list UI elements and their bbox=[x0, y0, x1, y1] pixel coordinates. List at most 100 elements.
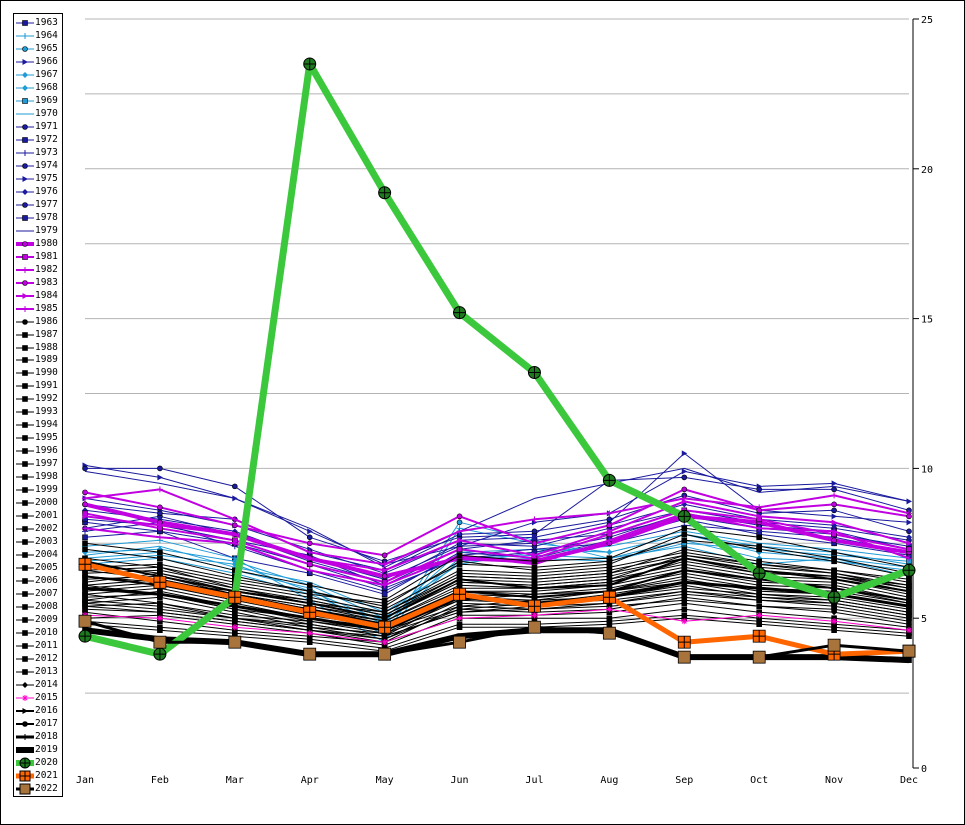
legend-item-1999: 1999 bbox=[14, 484, 62, 496]
data-point bbox=[382, 615, 388, 622]
series-1975 bbox=[82, 450, 912, 577]
data-point bbox=[756, 561, 762, 568]
x-tick-label: Jan bbox=[76, 775, 94, 786]
data-point bbox=[902, 644, 916, 658]
legend-swatch bbox=[16, 552, 34, 558]
legend-label: 2018 bbox=[35, 730, 58, 742]
legend-marker bbox=[22, 124, 28, 130]
legend-swatch bbox=[16, 721, 34, 727]
legend-item-1985: 1985 bbox=[14, 303, 62, 315]
data-point bbox=[906, 513, 912, 520]
series-line bbox=[84, 503, 910, 580]
legend-swatch bbox=[16, 435, 34, 442]
data-point bbox=[606, 582, 613, 589]
data-point bbox=[307, 528, 313, 535]
legend-swatch bbox=[16, 357, 34, 364]
legend-marker bbox=[22, 669, 28, 675]
series-line bbox=[84, 494, 910, 571]
data-point bbox=[157, 510, 163, 517]
legend-marker bbox=[22, 617, 28, 623]
data-point-cross bbox=[753, 630, 766, 643]
legend-label: 1981 bbox=[35, 250, 58, 262]
data-point bbox=[157, 465, 163, 472]
legend-marker bbox=[22, 396, 28, 403]
legend-label: 2022 bbox=[35, 782, 58, 794]
legend-item-2015: 2015 bbox=[14, 692, 62, 704]
legend-item-2013: 2013 bbox=[14, 666, 62, 678]
data-point bbox=[82, 525, 88, 532]
data-point bbox=[306, 561, 313, 568]
legend-swatch bbox=[16, 539, 34, 545]
legend-label: 2007 bbox=[35, 588, 58, 600]
legend-swatch bbox=[16, 643, 34, 649]
legend-marker bbox=[22, 409, 28, 416]
legend-marker bbox=[22, 707, 28, 714]
legend-label: 1997 bbox=[35, 458, 58, 470]
legend-item-1997: 1997 bbox=[14, 458, 62, 470]
data-point bbox=[457, 576, 463, 583]
series-line bbox=[84, 512, 910, 587]
legend-marker bbox=[22, 656, 28, 662]
data-point bbox=[831, 585, 837, 592]
data-point bbox=[378, 647, 392, 661]
x-tick-label: May bbox=[376, 775, 394, 786]
legend-swatch bbox=[16, 175, 34, 182]
legend-marker bbox=[22, 20, 28, 26]
legend-swatch bbox=[16, 32, 34, 39]
legend-marker bbox=[22, 240, 28, 247]
data-point bbox=[82, 501, 88, 508]
data-point bbox=[381, 609, 388, 616]
x-tick-label: Mar bbox=[226, 775, 244, 786]
legend-item-1972: 1972 bbox=[14, 134, 62, 146]
legend-marker bbox=[22, 305, 28, 312]
data-point bbox=[456, 624, 463, 630]
data-point bbox=[831, 537, 837, 544]
legend-marker bbox=[22, 46, 28, 52]
legend-label: 1996 bbox=[35, 445, 58, 457]
series-line bbox=[84, 569, 910, 628]
data-point bbox=[831, 492, 838, 499]
data-point bbox=[157, 474, 163, 481]
data-point bbox=[681, 525, 688, 532]
data-point-cross bbox=[153, 648, 166, 661]
series-1984 bbox=[82, 498, 912, 574]
data-point bbox=[531, 564, 538, 571]
legend-swatch bbox=[16, 422, 34, 429]
data-point bbox=[82, 534, 88, 541]
data-point bbox=[681, 474, 688, 481]
legend-label: 1991 bbox=[35, 380, 58, 392]
data-point bbox=[531, 540, 538, 547]
data-point bbox=[681, 555, 688, 562]
series-line bbox=[84, 608, 910, 643]
data-point bbox=[756, 534, 762, 541]
legend-label: 2011 bbox=[35, 640, 58, 652]
data-point bbox=[82, 513, 88, 520]
legend-label: 2005 bbox=[35, 562, 58, 574]
data-point bbox=[831, 501, 837, 508]
data-point bbox=[906, 498, 912, 505]
legend-swatch bbox=[16, 383, 34, 390]
data-point bbox=[307, 555, 313, 562]
legend-swatch bbox=[16, 694, 34, 701]
legend-label: 1994 bbox=[35, 419, 58, 431]
data-point bbox=[756, 594, 762, 601]
legend-item-1970: 1970 bbox=[14, 108, 62, 120]
legend-label: 1986 bbox=[35, 315, 58, 327]
data-point bbox=[756, 486, 762, 493]
data-point bbox=[531, 576, 538, 583]
data-point bbox=[157, 627, 163, 633]
legend-item-1986: 1986 bbox=[14, 316, 62, 328]
legend-marker-cross bbox=[20, 770, 30, 781]
data-point-cross bbox=[153, 576, 166, 589]
data-point bbox=[756, 525, 763, 532]
legend-swatch bbox=[16, 370, 34, 377]
data-point bbox=[381, 633, 388, 640]
legend-swatch bbox=[16, 98, 34, 104]
legend-item-1969: 1969 bbox=[14, 95, 62, 107]
legend-item-1979: 1979 bbox=[14, 225, 62, 237]
legend-item-1971: 1971 bbox=[14, 121, 62, 133]
legend-marker bbox=[19, 783, 31, 795]
data-point bbox=[906, 540, 912, 547]
series-line bbox=[84, 60, 911, 658]
data-point bbox=[157, 555, 163, 562]
